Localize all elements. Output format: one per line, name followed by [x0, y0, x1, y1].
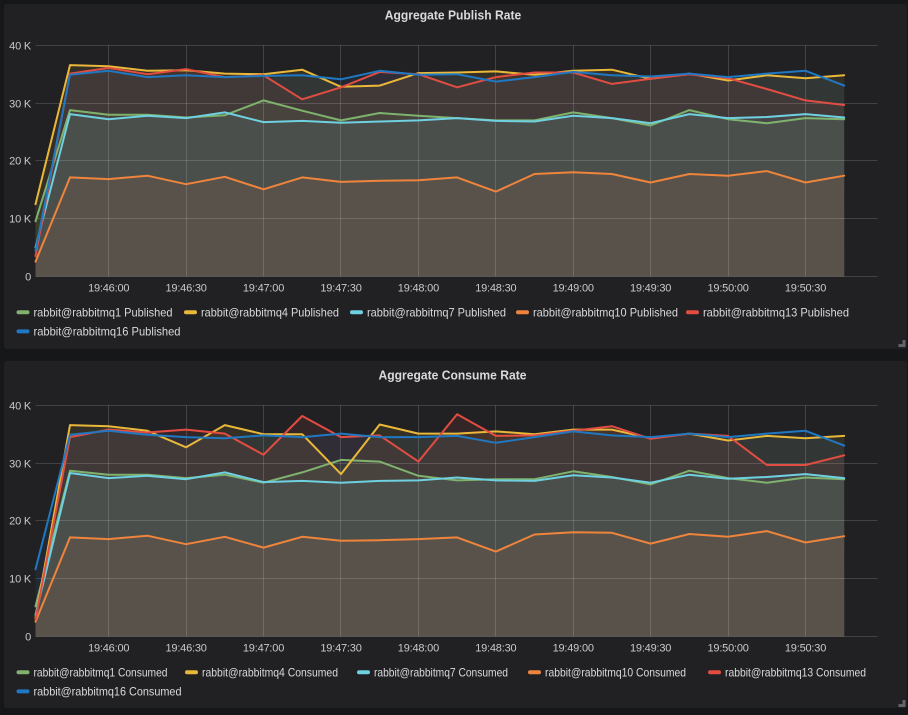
svg-text:30 K: 30 K [9, 98, 32, 110]
svg-text:19:47:00: 19:47:00 [243, 643, 284, 655]
svg-text:19:46:00: 19:46:00 [88, 283, 129, 295]
svg-text:40 K: 40 K [9, 400, 32, 412]
svg-text:rabbit@rabbitmq1 Published: rabbit@rabbitmq1 Published [34, 306, 173, 320]
svg-text:19:48:00: 19:48:00 [398, 643, 439, 655]
svg-text:0: 0 [25, 631, 31, 643]
svg-text:Aggregate Publish Rate: Aggregate Publish Rate [385, 8, 521, 23]
svg-text:19:46:30: 19:46:30 [165, 643, 206, 655]
svg-text:rabbit@rabbitmq4 Consumed: rabbit@rabbitmq4 Consumed [202, 666, 338, 680]
svg-text:rabbit@rabbitmq13 Published: rabbit@rabbitmq13 Published [703, 306, 849, 320]
svg-text:20 K: 20 K [9, 155, 32, 167]
svg-text:rabbit@rabbitmq13 Consumed: rabbit@rabbitmq13 Consumed [725, 666, 866, 680]
svg-text:30 K: 30 K [9, 458, 32, 470]
svg-text:19:47:00: 19:47:00 [243, 283, 284, 295]
svg-text:19:50:00: 19:50:00 [707, 643, 748, 655]
svg-text:rabbit@rabbitmq7 Published: rabbit@rabbitmq7 Published [367, 306, 506, 320]
svg-text:0: 0 [25, 271, 31, 283]
svg-text:rabbit@rabbitmq4 Published: rabbit@rabbitmq4 Published [201, 306, 339, 320]
svg-text:19:50:30: 19:50:30 [785, 283, 826, 295]
svg-text:19:48:00: 19:48:00 [398, 283, 439, 295]
svg-text:19:47:30: 19:47:30 [320, 283, 361, 295]
svg-text:19:46:30: 19:46:30 [165, 283, 206, 295]
svg-text:19:49:30: 19:49:30 [630, 643, 671, 655]
svg-text:19:49:00: 19:49:00 [553, 643, 594, 655]
svg-text:rabbit@rabbitmq16 Published: rabbit@rabbitmq16 Published [34, 325, 181, 339]
svg-text:19:50:00: 19:50:00 [707, 283, 748, 295]
svg-text:rabbit@rabbitmq10 Published: rabbit@rabbitmq10 Published [533, 306, 678, 320]
svg-text:rabbit@rabbitmq16 Consumed: rabbit@rabbitmq16 Consumed [34, 685, 182, 699]
svg-text:19:46:00: 19:46:00 [88, 643, 129, 655]
svg-text:10 K: 10 K [9, 573, 32, 585]
svg-text:rabbit@rabbitmq10 Consumed: rabbit@rabbitmq10 Consumed [545, 666, 686, 680]
svg-text:19:48:30: 19:48:30 [475, 283, 516, 295]
svg-text:Aggregate Consume Rate: Aggregate Consume Rate [379, 368, 527, 383]
svg-text:19:50:30: 19:50:30 [785, 643, 826, 655]
svg-text:19:47:30: 19:47:30 [320, 643, 361, 655]
svg-text:rabbit@rabbitmq7 Consumed: rabbit@rabbitmq7 Consumed [374, 666, 508, 680]
svg-text:19:49:30: 19:49:30 [630, 283, 671, 295]
svg-text:19:48:30: 19:48:30 [475, 643, 516, 655]
svg-text:rabbit@rabbitmq1 Consumed: rabbit@rabbitmq1 Consumed [34, 666, 168, 680]
svg-text:19:49:00: 19:49:00 [553, 283, 594, 295]
svg-text:40 K: 40 K [9, 40, 32, 52]
svg-text:10 K: 10 K [9, 213, 32, 225]
svg-text:20 K: 20 K [9, 515, 32, 527]
